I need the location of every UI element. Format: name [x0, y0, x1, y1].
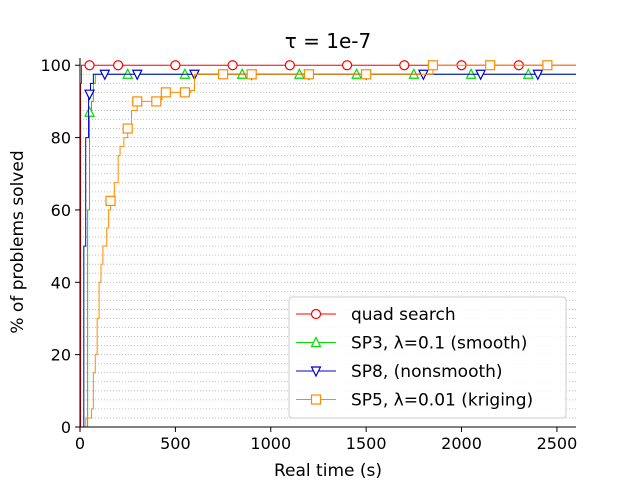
legend: quad search SP3, λ=0.1 (smooth) SP8, (nons…: [288, 296, 567, 419]
ticks: 0 500 1000 1500 2000 2500 0 20 40 60 80 100: [40, 56, 577, 453]
data-point: [179, 87, 191, 98]
data-point: [227, 60, 238, 71]
series-4: [80, 60, 576, 428]
legend-label: SP8, (nonsmooth): [351, 362, 503, 382]
legend-label: SP3, λ=0.1 (smooth): [351, 334, 527, 354]
axes: [79, 58, 576, 428]
data-point: [170, 60, 181, 71]
legend-marker: [310, 366, 322, 378]
data-point: [532, 69, 544, 81]
legend-marker: [310, 336, 322, 348]
y-tick-label: 100: [40, 56, 71, 75]
data-point: [84, 105, 96, 117]
x-tick-label: 1500: [346, 434, 387, 453]
y-tick-label: 20: [51, 346, 71, 365]
legend-label: quad search: [351, 305, 456, 325]
data-point: [151, 96, 162, 107]
y-tick-label: 60: [51, 201, 71, 220]
data-point: [427, 60, 439, 71]
data-point: [217, 69, 229, 80]
y-axis-label: % of problems solved: [8, 150, 28, 333]
data-point: [284, 60, 295, 71]
data-point: [84, 60, 95, 71]
data-point: [475, 69, 487, 81]
data-point: [105, 195, 116, 206]
data-point: [361, 69, 372, 80]
data-point: [113, 60, 124, 71]
data-point: [122, 123, 133, 134]
data-point: [341, 60, 353, 71]
x-tick-label: 0: [75, 434, 85, 453]
chart-title: τ = 1e-7: [285, 29, 371, 53]
x-tick-label: 2000: [441, 434, 482, 453]
data-point: [160, 87, 171, 98]
legend-marker: [310, 308, 322, 320]
y-tick-label: 80: [51, 129, 71, 148]
x-tick-label: 500: [160, 434, 191, 453]
legend-box: [288, 296, 567, 419]
x-axis-label: Real time (s): [274, 461, 382, 480]
x-tick-label: 1000: [250, 434, 291, 453]
data-point: [132, 96, 143, 107]
data-point: [99, 69, 111, 81]
legend-marker: [310, 394, 322, 405]
data-point: [303, 69, 315, 80]
x-tick-label: 2500: [537, 434, 578, 453]
data-point: [246, 69, 257, 80]
legend-label: SP5, λ=0.01 (kriging): [351, 391, 533, 411]
data-point: [485, 60, 496, 71]
data-point: [399, 60, 410, 71]
y-tick-label: 0: [61, 418, 71, 437]
data-point: [131, 69, 143, 81]
data-point: [542, 60, 553, 71]
data-point: [84, 89, 96, 101]
y-tick-label: 40: [51, 273, 71, 292]
